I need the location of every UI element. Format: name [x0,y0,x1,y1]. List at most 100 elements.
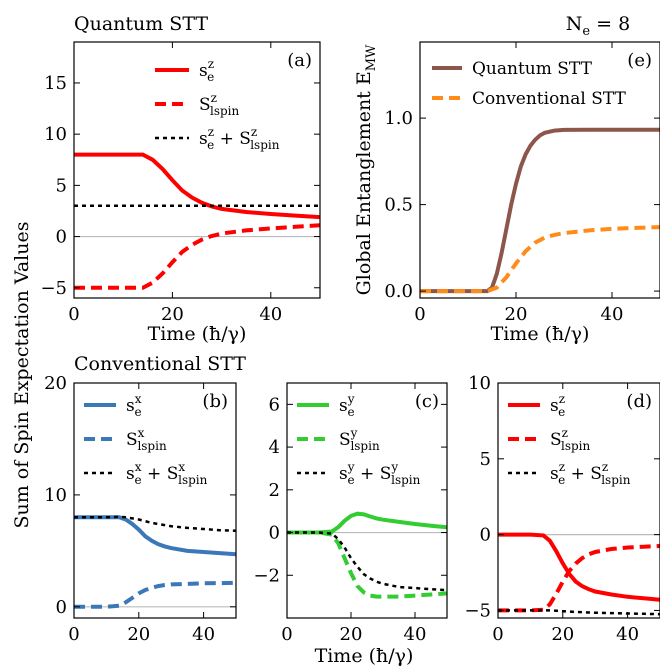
legend-label: Quantum STT [472,59,593,79]
legend-plus: + [214,129,239,149]
shared-xlabel: Time (ħ/γ) [315,645,414,667]
x-tick-label: 0 [414,304,425,325]
legend-plus: + [355,464,380,484]
legend-sub: lspin [350,439,380,453]
legend-sub: e [207,70,214,84]
legend-base: s [199,61,208,81]
y-tick-label: 0 [56,227,67,248]
plot-frame [73,41,321,299]
plot-frame [286,382,448,619]
legend-base: s [550,396,559,416]
y-tick-label: 0 [480,525,491,546]
x-axis-label: Time (ħ/γ) [148,323,247,345]
legend-sup: z [559,460,565,474]
legend-sub: e [348,405,355,419]
legend-sup: y [347,392,355,406]
legend-sub: lspin [561,439,591,453]
legend-sup: y [350,426,358,440]
series-line-d-1 [498,544,660,613]
legend-sup: z [208,125,214,139]
legend-sub: lspin [178,473,208,487]
series-line-e-1 [420,225,660,294]
y-tick-label: 15 [44,73,67,94]
y-tick-label: 10 [44,124,67,145]
series-line-c-1 [287,530,447,599]
legend-sub: e [207,138,214,152]
ne-label: Ne = 8 [566,13,630,39]
legend-sup: z [208,57,214,71]
legend-sup: x [178,460,185,474]
y-axis-label-sub: MW [364,44,379,71]
plot-frame [419,41,660,299]
legend-sup: y [347,460,355,474]
y-tick-label: −5 [40,278,67,299]
legend-base: S [239,129,251,149]
legend-label: sz e + Sz lspin [199,125,280,152]
y-tick-label: 0.0 [384,281,413,302]
y-tick-label: −2 [253,565,280,586]
x-tick-label: 0 [492,624,503,645]
legend-label: sz e [199,57,214,84]
legend-label: sy e + Sy lspin [339,460,421,487]
legend-sup: z [602,460,608,474]
panel-label: (a) [287,50,312,71]
legend-sup: z [559,392,565,406]
plot-frame [497,382,660,619]
y-tick-label: 1.0 [384,108,413,129]
legend-plus: + [565,464,590,484]
x-tick-label: 0 [68,304,79,325]
y-tick-label: 10 [468,373,491,394]
legend-sup: x [135,392,142,406]
legend-sub: e [558,405,565,419]
legend-sub: lspin [391,473,421,487]
mid-caption: Conventional STT [74,353,246,375]
legend-sub: lspin [250,138,280,152]
x-tick-label: 20 [161,304,184,325]
legend-base: s [126,464,135,484]
series-line-b-0 [74,515,236,557]
legend-sup: y [390,460,398,474]
series-line-a-1 [74,223,320,290]
legend-label: sx e + Sx lspin [126,460,208,487]
legend-sub: e [135,405,142,419]
legend-base: s [339,464,348,484]
panel-label: (d) [626,391,652,412]
y-axis-label: Global Entanglement EMW [353,44,379,295]
legend-base: s [126,396,135,416]
legend-sub: e [558,473,565,487]
legend-sub: lspin [601,473,631,487]
series-line-b-1 [74,580,236,609]
series-line-c-2 [287,531,447,592]
legend-sup: z [562,426,568,440]
legend-base: s [339,396,348,416]
x-tick-label: 40 [616,624,639,645]
y-tick-label: 0 [56,597,67,618]
legend-sup: z [211,91,217,105]
legend-label: Sz lspin [199,91,240,118]
legend-label: sy e [339,392,355,419]
x-tick-label: 20 [551,624,574,645]
y-tick-label: 6 [269,394,280,415]
x-tick-label: 20 [505,304,528,325]
x-tick-label: 0 [281,624,292,645]
y-tick-label: 10 [44,485,67,506]
shared-ylabel: Sum of Spin Expectation Values [11,222,33,529]
legend-label: Sy lspin [339,426,380,453]
y-tick-label: 0 [269,523,280,544]
plot-frame [73,382,237,619]
legend-sup: z [251,125,257,139]
x-tick-label: 40 [404,624,427,645]
panel-e: 0 20 40 0.0 0.5 1.0 (e) Time (ħ/γ) Global Entang… [353,41,660,345]
x-tick-label: 20 [127,624,150,645]
legend-label: sz e [550,392,565,419]
x-tick-label: 40 [601,304,624,325]
legend-label: Sz lspin [550,426,591,453]
legend-base: S [167,464,179,484]
legend-label: Sx lspin [126,426,167,453]
legend-base: S [590,464,602,484]
y-tick-label: 5 [56,175,67,196]
legend-base: S [380,464,392,484]
